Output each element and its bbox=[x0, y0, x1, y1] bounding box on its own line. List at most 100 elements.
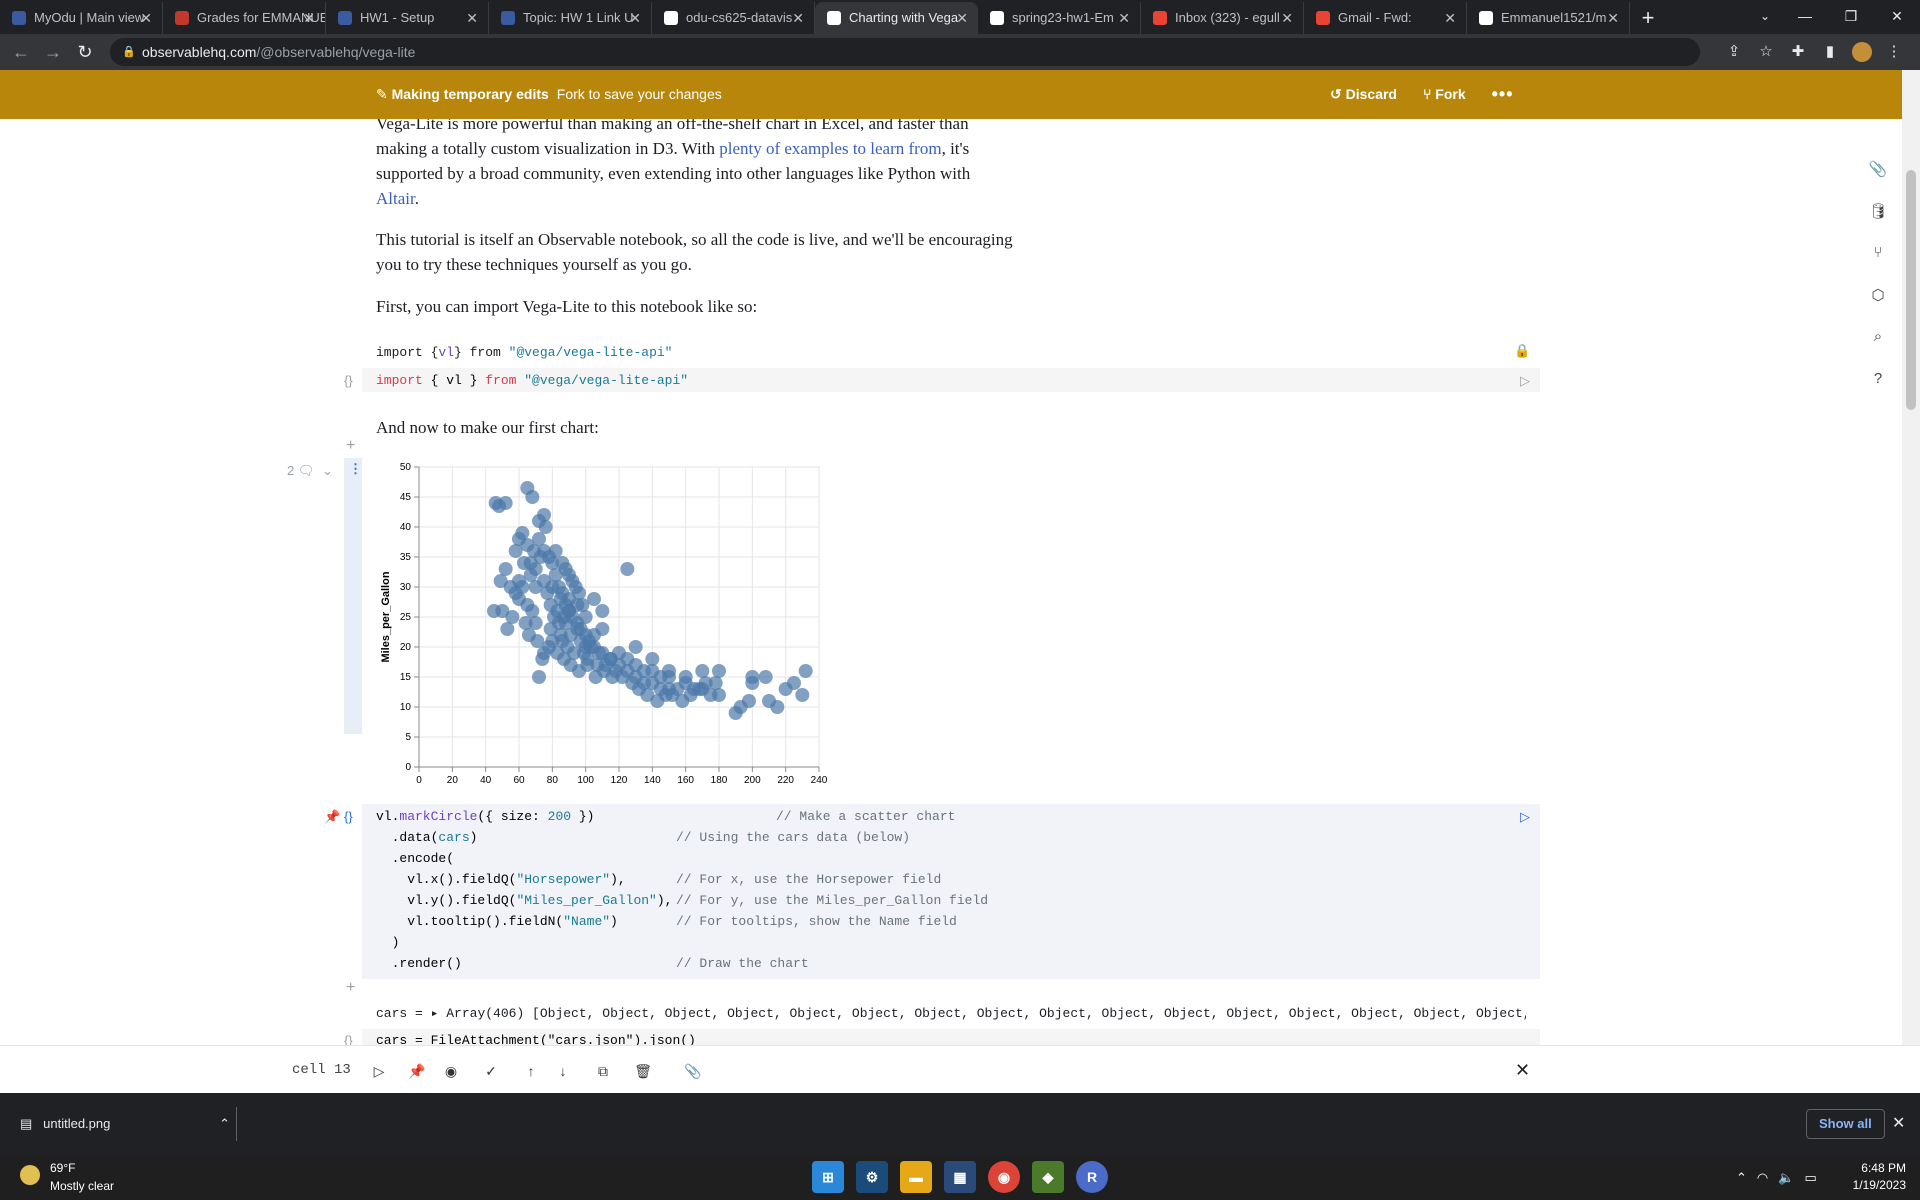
cars-output[interactable]: cars = ▸ Array(406) [Object, Object, Obj… bbox=[376, 1006, 1526, 1021]
import-cell-source[interactable] bbox=[362, 368, 1540, 392]
tab-close-icon[interactable]: ✕ bbox=[792, 10, 804, 26]
cell-brace-icon-active[interactable]: {} bbox=[344, 809, 353, 824]
r-icon[interactable]: R bbox=[1076, 1161, 1108, 1193]
back-icon[interactable]: ← bbox=[12, 42, 30, 62]
minimize-button[interactable]: — bbox=[1798, 8, 1812, 24]
chart-cell-source[interactable] bbox=[362, 804, 1540, 979]
file-explorer-icon[interactable]: ▬ bbox=[900, 1161, 932, 1193]
start-icon[interactable]: ⊞ bbox=[812, 1161, 844, 1193]
more-options-button[interactable]: ••• bbox=[1491, 84, 1514, 104]
bookmark-star-icon[interactable]: ☆ bbox=[1759, 43, 1773, 60]
tab-close-icon[interactable]: ✕ bbox=[1444, 10, 1456, 26]
move-up-icon[interactable]: ↑ bbox=[527, 1063, 535, 1079]
download-item[interactable]: ▤ untitled.png ⌃ bbox=[20, 1093, 230, 1155]
close-window-button[interactable]: ✕ bbox=[1891, 8, 1903, 24]
tab-9[interactable]: Emmanuel1521/m ✕ bbox=[1467, 2, 1630, 34]
cell-menu-icon[interactable]: ⋮ bbox=[349, 461, 362, 476]
maximize-button[interactable]: ❐ bbox=[1844, 8, 1858, 24]
cell-brace-icon[interactable]: {} bbox=[344, 373, 353, 388]
reload-icon[interactable]: ↻ bbox=[77, 42, 93, 62]
tab-7[interactable]: Inbox (323) - egull ✕ bbox=[1141, 2, 1304, 34]
git-icon[interactable]: ◆ bbox=[1032, 1161, 1064, 1193]
tab-close-icon[interactable]: ✕ bbox=[466, 10, 478, 26]
tab-8[interactable]: Gmail - Fwd: ✕ bbox=[1304, 2, 1467, 34]
store-icon[interactable]: ▦ bbox=[944, 1161, 976, 1193]
tray-chevron-icon[interactable]: ⌃ bbox=[1736, 1170, 1747, 1185]
close-downloads-button[interactable]: ✕ bbox=[1892, 1115, 1906, 1132]
paperclip-icon[interactable]: 📎 bbox=[1868, 161, 1888, 178]
new-tab-button[interactable]: + bbox=[1641, 5, 1655, 30]
pin-icon[interactable]: 📌 bbox=[324, 809, 341, 824]
code-line[interactable]: .data(cars) bbox=[376, 830, 478, 845]
import-source[interactable]: import { vl } from "@vega/vega-lite-api" bbox=[376, 373, 688, 388]
cell-brace-icon-cars[interactable]: {} bbox=[344, 1033, 353, 1045]
battery-icon[interactable]: ▭ bbox=[1804, 1170, 1817, 1185]
help-icon[interactable]: ? bbox=[1873, 370, 1883, 387]
settings-icon[interactable]: ⚙ bbox=[856, 1161, 888, 1193]
cars-source[interactable]: cars = FileAttachment("cars.json").json(… bbox=[376, 1033, 696, 1045]
menu-icon[interactable]: ⋮ bbox=[1886, 43, 1902, 60]
tab-1[interactable]: Grades for EMMANUEL ✕ bbox=[163, 2, 326, 34]
run-chart-cell-icon[interactable]: ▷ bbox=[1520, 809, 1530, 824]
tab-close-icon[interactable]: ✕ bbox=[1118, 10, 1130, 26]
branch-icon[interactable]: ⑂ bbox=[1873, 244, 1883, 261]
examples-link[interactable]: plenty of examples to learn from bbox=[719, 139, 942, 158]
tab-close-icon[interactable]: ✕ bbox=[629, 10, 641, 26]
url-input[interactable]: 🔒 observablehq.com/@observablehq/vega-li… bbox=[110, 38, 1700, 66]
profile-avatar[interactable] bbox=[1846, 34, 1878, 76]
tab-close-icon[interactable]: ✕ bbox=[140, 10, 152, 26]
code-line[interactable]: ) bbox=[376, 935, 400, 950]
volume-icon[interactable]: 🔈 bbox=[1778, 1170, 1795, 1185]
chevron-up-icon[interactable]: ⌃ bbox=[219, 1116, 230, 1131]
code-line[interactable]: .encode( bbox=[376, 851, 454, 866]
altair-link[interactable]: Altair bbox=[376, 189, 415, 208]
comment-count[interactable]: 2 🗨 bbox=[287, 463, 315, 478]
check-icon[interactable]: ✓ bbox=[485, 1063, 497, 1079]
wifi-icon[interactable]: ◠ bbox=[1756, 1170, 1769, 1185]
search-icon[interactable]: ⌕ bbox=[1873, 328, 1883, 345]
add-cell-icon-2[interactable]: + bbox=[346, 979, 356, 996]
scrollbar-thumb[interactable] bbox=[1906, 170, 1916, 410]
share-icon[interactable]: ⇪ bbox=[1727, 43, 1741, 60]
lock-cell-icon[interactable]: 🔒 bbox=[1514, 343, 1531, 358]
run-icon[interactable]: ▷ bbox=[373, 1063, 385, 1079]
tab-5[interactable]: Charting with Vega ✕ bbox=[815, 2, 978, 34]
forward-icon[interactable]: → bbox=[44, 42, 62, 62]
clock[interactable]: 6:48 PM 1/19/2023 bbox=[1836, 1160, 1906, 1194]
tab-4[interactable]: odu-cs625-datavis ✕ bbox=[652, 2, 815, 34]
tab-search-icon[interactable]: ⌄ bbox=[1759, 9, 1771, 23]
code-line[interactable]: vl.tooltip().fieldN("Name") bbox=[376, 914, 618, 929]
eye-icon[interactable]: ◉ bbox=[444, 1063, 458, 1079]
weather-widget[interactable]: 69°F Mostly clear bbox=[20, 1159, 114, 1195]
trash-icon[interactable]: 🗑 bbox=[634, 1063, 652, 1079]
tab-0[interactable]: MyOdu | Main view ✕ bbox=[0, 2, 163, 34]
move-down-icon[interactable]: ↓ bbox=[559, 1063, 567, 1079]
chrome-icon[interactable]: ◉ bbox=[988, 1161, 1020, 1193]
duplicate-icon[interactable]: ⧉ bbox=[598, 1063, 608, 1079]
attach-icon[interactable]: 📎 bbox=[684, 1063, 702, 1079]
tab-close-icon[interactable]: ✕ bbox=[1281, 10, 1293, 26]
tab-3[interactable]: Topic: HW 1 Link U ✕ bbox=[489, 2, 652, 34]
fork-button[interactable]: ⑂ Fork bbox=[1422, 86, 1466, 102]
sidepanel-icon[interactable]: ▮ bbox=[1825, 43, 1835, 60]
tab-2[interactable]: HW1 - Setup ✕ bbox=[326, 2, 489, 34]
close-toolbar-button[interactable]: ✕ bbox=[1515, 1060, 1531, 1080]
code-line[interactable]: vl.markCircle({ size: 200 }) bbox=[376, 809, 594, 824]
show-all-button[interactable]: Show all bbox=[1806, 1109, 1885, 1139]
extensions-icon[interactable]: ✚ bbox=[1791, 43, 1805, 60]
cars-cell-source[interactable] bbox=[362, 1029, 1540, 1045]
code-line[interactable]: vl.x().fieldQ("Horsepower"), bbox=[376, 872, 625, 887]
page-scrollbar[interactable] bbox=[1902, 70, 1920, 1092]
tab-6[interactable]: spring23-hw1-Em ✕ bbox=[978, 2, 1141, 34]
code-line[interactable]: .render() bbox=[376, 956, 462, 971]
tab-close-icon[interactable]: ✕ bbox=[956, 10, 968, 26]
cube-icon[interactable]: ⬡ bbox=[1871, 287, 1885, 304]
collapse-chevron-icon[interactable]: ⌄ bbox=[322, 463, 333, 478]
discard-button[interactable]: ↺ Discard bbox=[1330, 86, 1397, 102]
run-cell-icon[interactable]: ▷ bbox=[1520, 373, 1530, 388]
add-cell-icon[interactable]: + bbox=[346, 437, 356, 454]
database-icon[interactable]: 🛢 bbox=[1868, 203, 1888, 220]
tab-close-icon[interactable]: ✕ bbox=[303, 10, 315, 26]
code-line[interactable]: vl.y().fieldQ("Miles_per_Gallon"), bbox=[376, 893, 672, 908]
pin-toggle-icon[interactable]: 📌 bbox=[408, 1063, 426, 1079]
